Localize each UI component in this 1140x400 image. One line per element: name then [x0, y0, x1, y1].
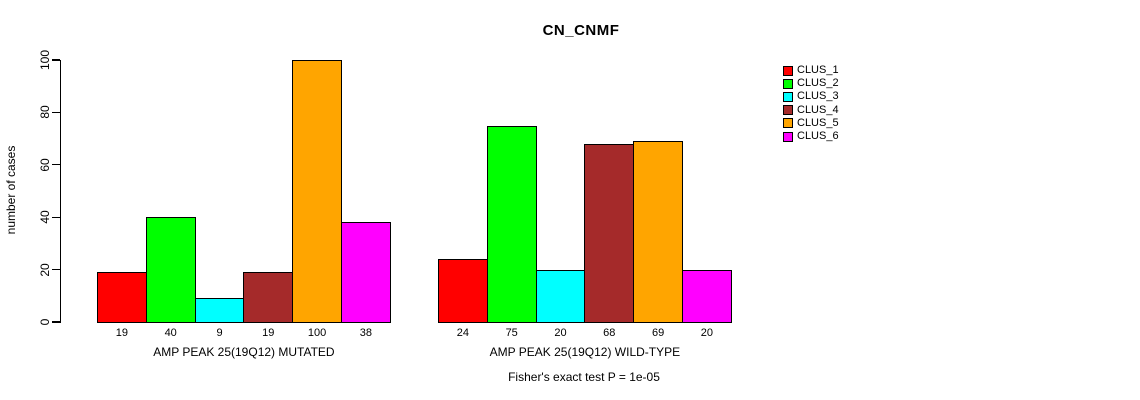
- bar-value-label: 19: [115, 327, 129, 339]
- x-group-label: AMP PEAK 25(19Q12) WILD-TYPE: [489, 345, 681, 359]
- y-axis-tick-label: 60: [38, 158, 52, 172]
- y-axis-tick-label: 0: [38, 318, 52, 326]
- legend-item-label: CLUS_6: [797, 130, 839, 143]
- bar-value-label: 9: [216, 327, 223, 339]
- y-axis-tick: [52, 111, 60, 114]
- bar-value-label: 20: [700, 327, 714, 339]
- y-axis-tick-label: 20: [38, 262, 52, 277]
- bar: [633, 141, 683, 323]
- legend-item-label: CLUS_1: [797, 64, 839, 77]
- legend-item: CLUS_2: [783, 77, 839, 90]
- legend-swatch: [783, 91, 793, 102]
- legend-swatch: [783, 105, 793, 116]
- legend-item-label: CLUS_4: [797, 103, 839, 116]
- y-axis-line: [60, 60, 62, 323]
- legend-item-label: CLUS_5: [797, 116, 839, 129]
- legend-item: CLUS_6: [783, 130, 839, 143]
- legend-swatch: [783, 118, 793, 129]
- legend-item: CLUS_3: [783, 90, 839, 103]
- bar-value-label: 68: [603, 327, 616, 339]
- legend-item: CLUS_1: [783, 64, 839, 77]
- bar-value-label: 20: [554, 327, 567, 339]
- bar-value-label: 69: [651, 327, 665, 339]
- legend-item: CLUS_5: [783, 117, 839, 130]
- y-axis-tick: [52, 59, 60, 61]
- legend-swatch: [783, 65, 793, 76]
- chart-title: CN_CNMF: [542, 22, 620, 39]
- bar-value-label: 75: [505, 327, 518, 339]
- bar: [243, 272, 294, 323]
- y-axis-tick: [52, 268, 60, 271]
- legend-item: CLUS_4: [783, 104, 839, 117]
- x-group-label: AMP PEAK 25(19Q12) MUTATED: [153, 345, 335, 359]
- legend-item-label: CLUS_2: [797, 77, 839, 90]
- y-axis-tick-label: 80: [38, 105, 52, 120]
- annotation-fisher-test: Fisher's exact test P = 1e-05: [508, 370, 660, 384]
- bar: [438, 259, 488, 323]
- y-axis-tick-label: 40: [38, 210, 52, 224]
- bar-value-label: 24: [456, 327, 470, 339]
- y-axis-tick-label: 100: [38, 49, 52, 71]
- bar: [97, 272, 147, 323]
- bar: [584, 143, 635, 323]
- legend-swatch: [783, 78, 793, 89]
- y-axis-tick: [52, 164, 60, 166]
- bar-value-label: 38: [359, 327, 373, 339]
- legend-swatch: [783, 131, 793, 142]
- bar-value-label: 19: [262, 327, 275, 339]
- legend: CLUS_1 CLUS_2 CLUS_3 CLUS_4 CLUS_5 CLUS_6: [783, 64, 839, 143]
- bar: [194, 298, 245, 323]
- legend-item-label: CLUS_3: [797, 90, 839, 103]
- bar-value-label: 100: [307, 327, 327, 339]
- bar: [341, 222, 391, 323]
- bar-value-label: 40: [164, 327, 177, 339]
- bar: [535, 269, 586, 323]
- bar: [682, 269, 732, 323]
- bar: [145, 217, 196, 323]
- bar: [292, 60, 342, 323]
- y-axis-tick: [52, 321, 60, 323]
- y-axis-label: number of cases: [4, 145, 18, 235]
- bar: [486, 125, 537, 323]
- y-axis-tick: [52, 216, 60, 218]
